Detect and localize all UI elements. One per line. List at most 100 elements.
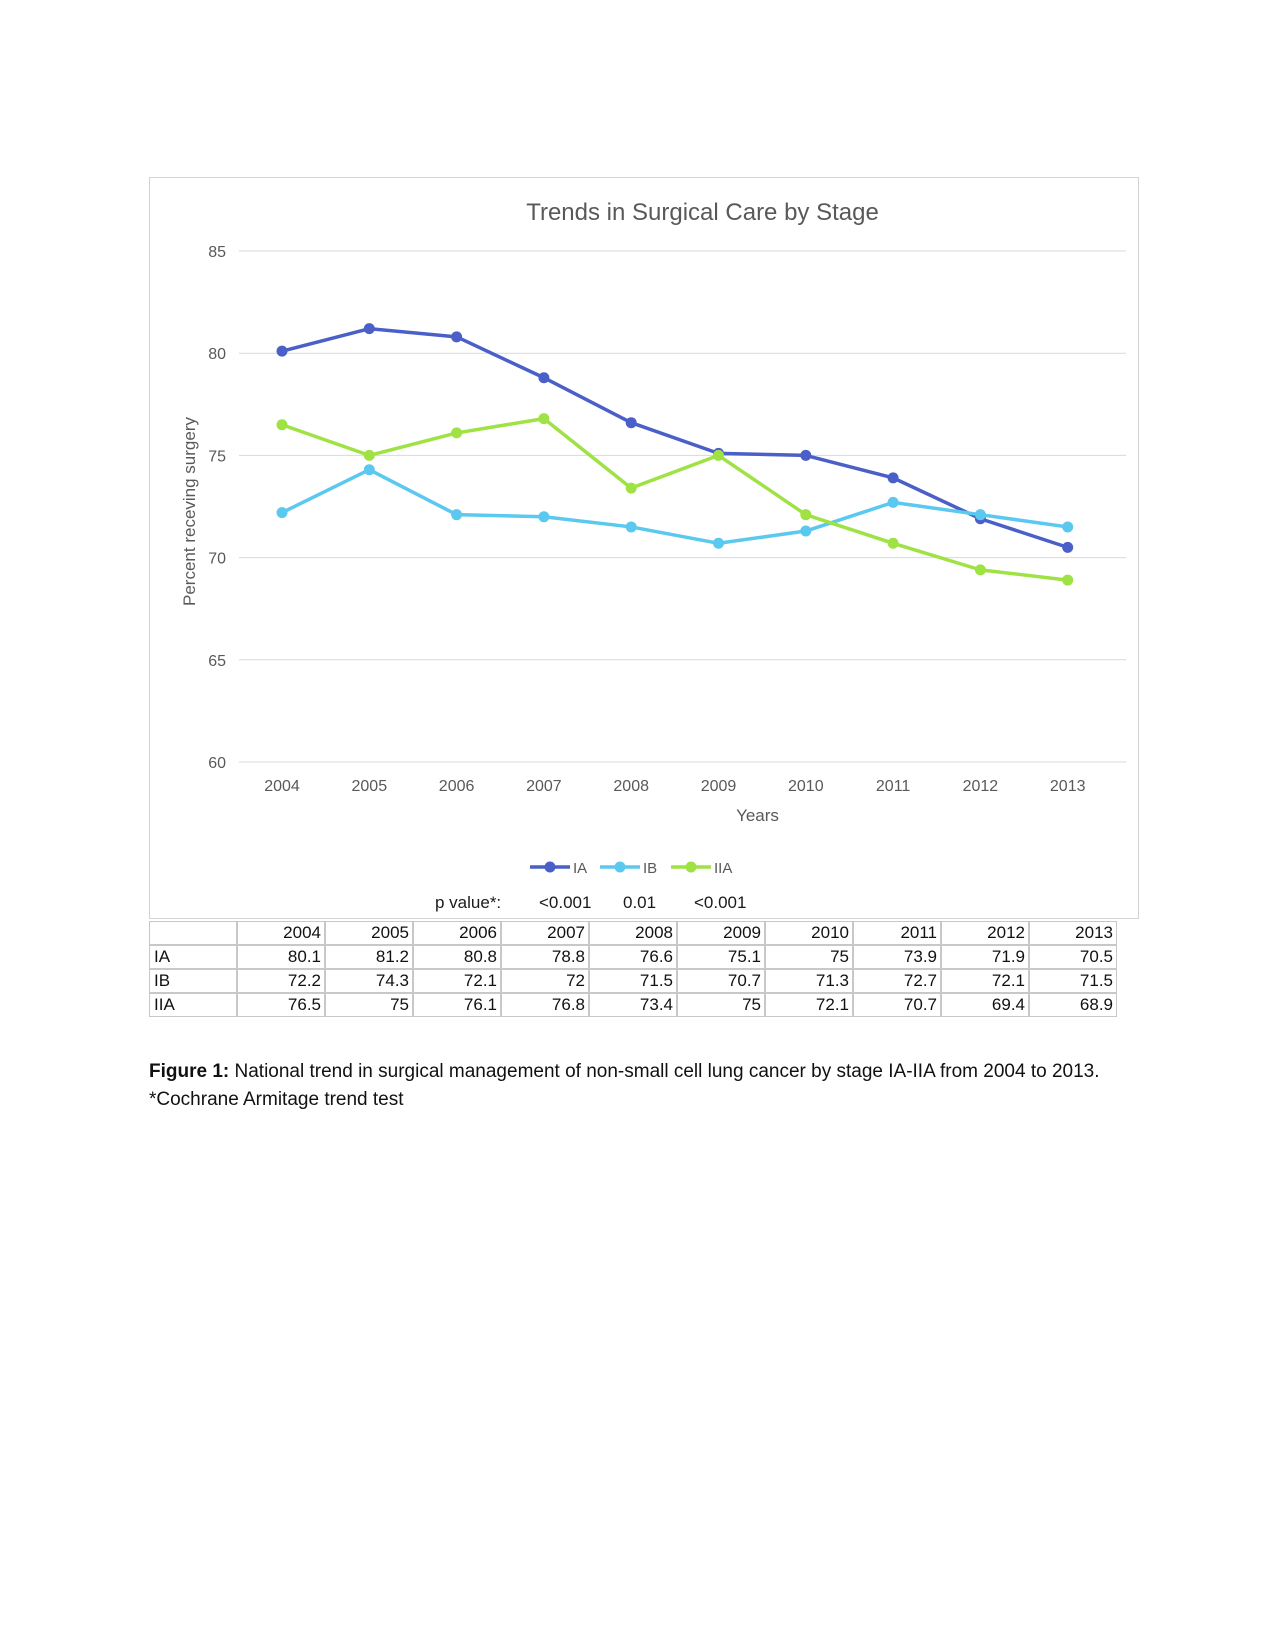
caption-main: Figure 1: National trend in surgical man… (149, 1058, 1129, 1086)
series-line-ib (281, 467, 1068, 546)
table-cell: 75 (677, 993, 765, 1017)
data-point-ia (363, 323, 375, 335)
x-tick-label: 2009 (701, 778, 737, 795)
data-point-ib (451, 509, 463, 521)
table-cell: 70.7 (677, 969, 765, 993)
data-point-iia (713, 449, 724, 461)
table-cell: 73.4 (589, 993, 677, 1017)
table-header-cell: 2004 (237, 921, 325, 945)
caption-text: National trend in surgical management of… (229, 1061, 1100, 1082)
legend-marker-iia (685, 861, 697, 873)
table-cell: 80.1 (237, 945, 325, 969)
table-header-cell: 2013 (1029, 921, 1117, 945)
data-point-ia (451, 331, 463, 343)
table-cell: 74.3 (325, 969, 413, 993)
table-cell: 78.8 (501, 945, 589, 969)
caption-footnote: *Cochrane Armitage trend test (149, 1089, 404, 1110)
data-point-iia (974, 564, 986, 576)
series-line-ia (281, 326, 1069, 550)
data-point-iia (625, 482, 637, 494)
table-cell: 76.5 (237, 993, 325, 1017)
y-tick-label: 70 (208, 551, 226, 568)
line-chart: Trends in Surgical Care by Stage 60 65 70 75… (180, 199, 1126, 877)
data-point-iia (276, 419, 288, 431)
x-tick-label: 2004 (264, 778, 300, 795)
table-cell: 70.5 (1029, 945, 1117, 969)
x-axis-title: Years (736, 806, 779, 825)
p-value-iia: <0.001 (694, 893, 747, 912)
caption-label: Figure 1: (149, 1061, 230, 1082)
table-cell: 72 (501, 969, 589, 993)
p-value-ia: <0.001 (539, 893, 592, 912)
p-value-label: p value*: (435, 893, 502, 912)
table-header-cell: 2009 (677, 921, 765, 945)
y-tick-label: 65 (208, 653, 226, 670)
table-header-cell: 2006 (413, 921, 501, 945)
data-point-iia (800, 509, 812, 521)
table-cell: 76.8 (501, 993, 589, 1017)
legend-marker-ib (614, 861, 626, 873)
data-point-ib (887, 496, 899, 508)
table-row-label: IA (149, 945, 237, 969)
table-row-label: IIA (149, 993, 237, 1017)
table-row: IIA 76.5 75 76.1 76.8 73.4 75 72.1 70.7 … (149, 993, 1117, 1017)
data-point-iia (1062, 574, 1074, 586)
table-cell: 71.5 (589, 969, 677, 993)
data-point-ib (276, 507, 288, 519)
table-cell: 73.9 (853, 945, 941, 969)
table-cell: 71.9 (941, 945, 1029, 969)
data-point-ib (625, 521, 637, 533)
x-tick-label: 2007 (526, 778, 562, 795)
legend-marker-ia (544, 861, 556, 873)
table-cell: 72.7 (853, 969, 941, 993)
data-point-iia (363, 449, 375, 461)
x-tick-label: 2008 (613, 778, 649, 795)
table-cell: 75.1 (677, 945, 765, 969)
table-header-cell: 2005 (325, 921, 413, 945)
data-point-iia (538, 413, 550, 425)
y-tick-label: 75 (208, 448, 226, 465)
data-point-ia (538, 372, 550, 384)
x-tick-label: 2010 (788, 778, 824, 795)
table-cell: 80.8 (413, 945, 501, 969)
table-cell: 71.3 (765, 969, 853, 993)
table-cell: 72.1 (941, 969, 1029, 993)
legend-label-ib: IB (643, 860, 657, 877)
data-point-ib (974, 509, 986, 521)
table-cell: 75 (325, 993, 413, 1017)
table-cell: 71.5 (1029, 969, 1117, 993)
chart-frame: Trends in Surgical Care by Stage 60 65 70 75… (149, 177, 1139, 919)
y-tick-label: 80 (208, 346, 226, 363)
y-axis-title: Percent receving surgery (180, 417, 199, 606)
table-header-cell: 2012 (941, 921, 1029, 945)
data-point-ia (625, 417, 637, 429)
table-row-label: IB (149, 969, 237, 993)
legend-label-iia: IIA (714, 860, 732, 877)
table-header-row: 2004 2005 2006 2007 2008 2009 2010 2011 … (149, 921, 1117, 945)
table-cell: 70.7 (853, 993, 941, 1017)
x-tick-label: 2005 (352, 778, 388, 795)
data-point-iia (887, 537, 899, 549)
data-point-ib (538, 511, 550, 523)
table-header-cell: 2007 (501, 921, 589, 945)
y-tick-label: 60 (208, 755, 226, 772)
data-point-ib (800, 525, 812, 537)
table-cell: 72.1 (413, 969, 501, 993)
p-value-ib: 0.01 (623, 893, 657, 912)
table-cell: 81.2 (325, 945, 413, 969)
x-tick-label: 2012 (963, 778, 999, 795)
data-point-ia (887, 472, 899, 484)
table-cell: 72.2 (237, 969, 325, 993)
table-cell: 75 (765, 945, 853, 969)
table-header-cell: 2010 (765, 921, 853, 945)
table-cell: 69.4 (941, 993, 1029, 1017)
x-tick-label: 2013 (1050, 778, 1086, 795)
data-table: 2004 2005 2006 2007 2008 2009 2010 2011 … (149, 921, 1117, 1017)
data-point-ib (363, 464, 375, 476)
table-row: IA 80.1 81.2 80.8 78.8 76.6 75.1 75 73.9… (149, 945, 1117, 969)
table-cell: 76.1 (413, 993, 501, 1017)
table-row: IB 72.2 74.3 72.1 72 71.5 70.7 71.3 72.7… (149, 969, 1117, 993)
table-header-cell: 2011 (853, 921, 941, 945)
chart-title: Trends in Surgical Care by Stage (526, 199, 879, 226)
table-header-cell: 2008 (589, 921, 677, 945)
